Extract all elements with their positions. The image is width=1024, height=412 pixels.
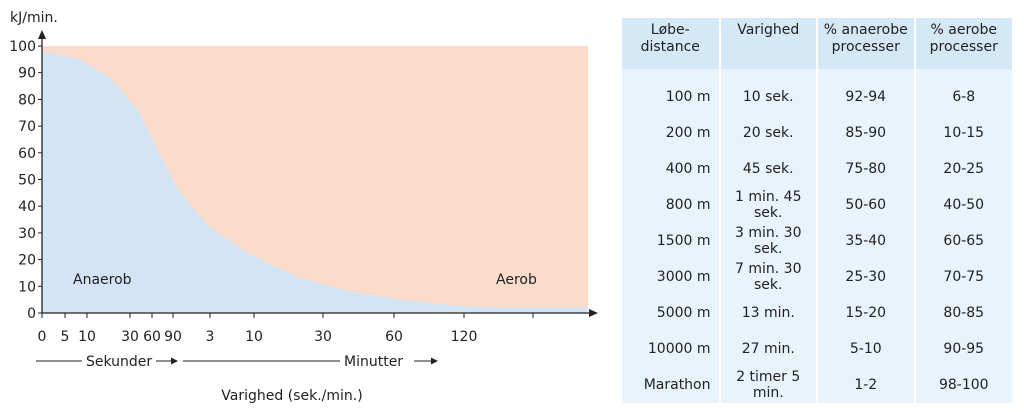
table-cell: 70-75 (913, 259, 1012, 295)
table-cell: 2 timer 5 min. (718, 367, 817, 403)
y-tick-label: 100 (9, 39, 36, 55)
table-cell: 5-10 (816, 331, 915, 367)
table-cell: 5000 m (622, 295, 720, 331)
x-tick-label: 60 (385, 329, 403, 345)
y-tick-label: 70 (18, 119, 36, 135)
table-header-row: Løbe-distance Varighed% anaerobe processer… (622, 18, 1012, 69)
y-tick-label: 80 (18, 92, 36, 108)
table-cell: 45 sek. (718, 151, 817, 187)
running-distance-table: Løbe-distance Varighed% anaerobe processer… (622, 18, 1012, 403)
column-header: % anaerobe processer (816, 18, 915, 69)
table-cell: 7 min. 30 sek. (718, 259, 817, 295)
table-cell: 27 min. (718, 331, 817, 367)
column-header-line: processer (929, 39, 998, 55)
table-cell: 400 m (622, 151, 720, 187)
y-tick-label: 30 (18, 226, 36, 242)
aerob-label: Aerob (496, 272, 537, 288)
table-cell: 90-95 (913, 331, 1012, 367)
y-tick-label: 60 (18, 146, 36, 162)
table-cell: 15-20 (816, 295, 915, 331)
y-tick-label: 90 (18, 66, 36, 82)
column-header-line: Løbe- (650, 22, 690, 38)
table-cell: 13 min. (718, 295, 817, 331)
column-header-line: % aerobe (930, 22, 997, 38)
x-tick-label: 90 (164, 329, 182, 345)
table-cell: 200 m (622, 115, 720, 151)
x-tick-label: 5 (61, 329, 70, 345)
x-tick-label: 10 (245, 329, 263, 345)
x-tick-label: 60 (143, 329, 161, 345)
table-cell: 10 sek. (718, 69, 817, 115)
column-header: % aerobe processer (913, 18, 1012, 69)
y-tick-label: 50 (18, 173, 36, 189)
y-tick-label: 0 (27, 306, 36, 322)
table-cell: 98-100 (913, 367, 1012, 403)
table-cell: 40-50 (913, 187, 1012, 223)
table-cell: 85-90 (816, 115, 915, 151)
table-row: 200 m 20 sek. 85-90 10-15 (622, 115, 1012, 151)
table-cell: 1500 m (622, 223, 720, 259)
y-axis-label: kJ/min. (10, 10, 58, 26)
table-row: Marathon 2 timer 5 min. 1-2 98-100 (622, 367, 1012, 403)
x-tick-label: 30 (121, 329, 139, 345)
table-cell: 20 sek. (718, 115, 817, 151)
table-row: 400 m 45 sek. 75-80 20-25 (622, 151, 1012, 187)
table-cell: 75-80 (816, 151, 915, 187)
table-cell: 1-2 (816, 367, 915, 403)
x-axis-label: Varighed (sek./min.) (221, 388, 362, 404)
table-cell: 10-15 (913, 115, 1012, 151)
y-tick-label: 40 (18, 199, 36, 215)
anaerob-label: Anaerob (73, 272, 132, 288)
table-row: 10000 m 27 min. 5-10 90-95 (622, 331, 1012, 367)
x-axis-arrow-icon (589, 309, 598, 317)
column-header: Løbe-distance (622, 18, 720, 69)
table-cell: 10000 m (622, 331, 720, 367)
table-cell: 20-25 (913, 151, 1012, 187)
table-cell: 50-60 (816, 187, 915, 223)
seconds-arrow-icon (171, 357, 178, 365)
table-cell: 92-94 (816, 69, 915, 115)
seconds-label: Sekunder (86, 354, 152, 370)
table-cell: 3000 m (622, 259, 720, 295)
table-cell: 800 m (622, 187, 720, 223)
table-cell: 60-65 (913, 223, 1012, 259)
minutes-arrow-icon (431, 357, 438, 365)
table-cell: 25-30 (816, 259, 915, 295)
column-header-line: % anaerobe (823, 22, 908, 38)
y-tick-label: 20 (18, 253, 36, 269)
table-cell: 100 m (622, 69, 720, 115)
table-cell: 1 min. 45 sek. (718, 187, 817, 223)
table-cell: 35-40 (816, 223, 915, 259)
column-header-line: Varighed (737, 22, 800, 38)
y-tick-label: 10 (18, 279, 36, 295)
anaerob-region (42, 51, 588, 314)
x-tick-label: 0 (38, 329, 47, 345)
table-cell: Marathon (622, 367, 720, 403)
x-tick-label: 10 (78, 329, 96, 345)
x-tick-label: 30 (314, 329, 332, 345)
y-axis-arrow-icon (38, 30, 46, 39)
minutes-label: Minutter (344, 354, 403, 370)
x-tick-label: 120 (451, 329, 478, 345)
table-cell: 6-8 (913, 69, 1012, 115)
column-header: Varighed (718, 18, 817, 69)
table-cell: 3 min. 30 sek. (718, 223, 817, 259)
column-header-line: distance (640, 39, 700, 55)
table-cell: 80-85 (913, 295, 1012, 331)
x-tick-label: 3 (206, 329, 215, 345)
column-header-line: processer (831, 39, 900, 55)
table-row: 100 m 10 sek. 92-94 6-8 (622, 69, 1012, 115)
table-row: 5000 m 13 min. 15-20 80-85 (622, 295, 1012, 331)
